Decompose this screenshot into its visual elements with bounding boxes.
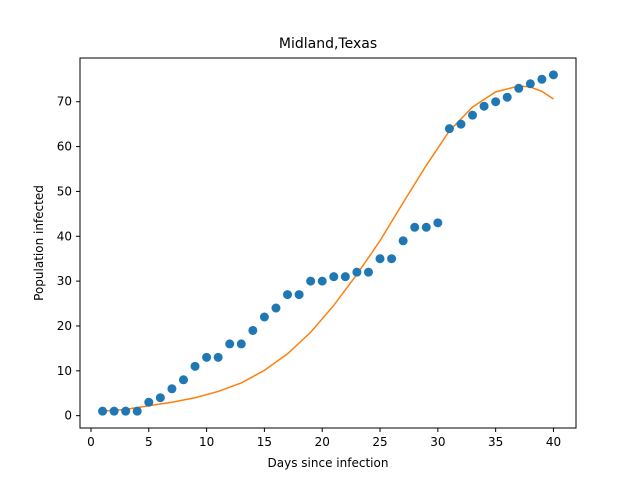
data-point [98,406,108,416]
y-tick-label: 0 [64,409,72,423]
data-point [283,290,293,300]
y-tick-label: 20 [57,319,72,333]
x-tick-label: 30 [430,435,445,449]
data-point [491,97,501,107]
x-tick-label: 35 [488,435,503,449]
data-point [317,276,327,286]
data-point [387,254,397,264]
data-point [444,124,454,134]
x-tick-label: 20 [315,435,330,449]
data-point [375,254,385,264]
series-layer [98,70,558,416]
data-point [468,110,478,120]
data-point [202,352,212,362]
data-point [525,79,535,89]
data-point [167,384,177,394]
data-point [271,303,281,313]
x-tick-label: 15 [257,435,272,449]
data-point [363,267,373,277]
y-tick-label: 10 [57,364,72,378]
x-axis-title: Days since infection [268,456,389,470]
x-tick-label: 5 [145,435,153,449]
data-point [236,339,246,349]
data-point [213,352,223,362]
data-point [329,272,339,282]
data-point [340,272,350,282]
data-point [259,312,269,322]
data-point [421,222,431,232]
data-point [306,276,316,286]
data-point [225,339,235,349]
y-tick-label: 40 [57,229,72,243]
data-point [294,290,304,300]
data-point [433,218,443,228]
y-tick-label: 60 [57,140,72,154]
data-point [248,325,258,335]
data-point [190,361,200,371]
data-point [352,267,362,277]
data-point [456,119,466,129]
x-tick-label: 25 [372,435,387,449]
data-point [178,375,188,385]
x-tick-label: 0 [87,435,95,449]
data-point [109,406,119,416]
data-point [410,222,420,232]
plot-area [80,58,576,428]
x-tick-label: 40 [546,435,561,449]
data-point [479,101,489,111]
y-tick-label: 70 [57,95,72,109]
data-point [155,393,165,403]
data-point [514,83,524,93]
y-tick-label: 30 [57,274,72,288]
data-point [144,397,154,407]
data-point [537,74,547,84]
data-point [121,406,131,416]
data-point [502,92,512,102]
ticks-layer: 0 5 10 15 20 25 30 35 40 0 10 20 30 40 50 60 70 [57,95,561,449]
chart-title: Midland,Texas [279,36,377,52]
axes-frame [79,57,577,429]
data-point [398,236,408,246]
y-tick-label: 50 [57,184,72,198]
data-point [548,70,558,80]
fit-line [102,85,554,412]
data-point [132,406,142,416]
y-axis-title: Population infected [32,185,46,301]
x-tick-label: 10 [199,435,214,449]
